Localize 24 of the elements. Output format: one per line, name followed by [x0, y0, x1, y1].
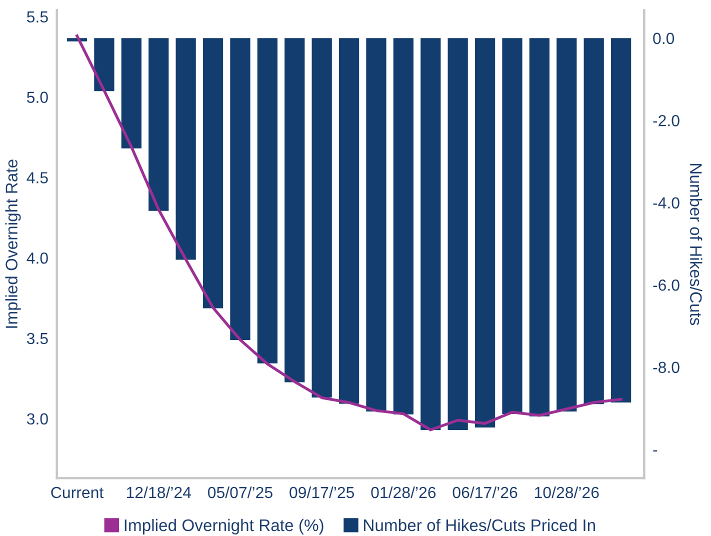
y2-tick-label: -8.0 [653, 362, 680, 374]
x-tick-label: Current [51, 486, 104, 498]
x-tick-label: 09/17/’25 [290, 486, 354, 498]
x-tick-label: 06/17/’26 [452, 486, 518, 498]
y-tick-label: 5.5 [26, 11, 48, 23]
y-tick-label: 4.5 [26, 172, 48, 184]
line-series [76, 34, 622, 432]
x-tick-label: 10/28/’26 [535, 486, 599, 498]
x-tick-label: 05/07/’25 [208, 486, 272, 498]
y-axis-title: Implied Overnight Rate [5, 160, 21, 328]
y2-axis-title: Number of Hikes/Cuts [690, 164, 702, 326]
y2-tick-label: - [653, 450, 658, 452]
y2-tick-label: -2.0 [653, 115, 680, 126]
y-tick-label: 3.0 [26, 413, 48, 425]
y2-tick-label: -4.0 [653, 197, 680, 209]
y-tick-label: 3.5 [26, 332, 48, 344]
y2-tick-label: -6.0 [653, 279, 680, 291]
y-tick-label: 5.0 [26, 92, 48, 103]
y2-tick-label: 0.0 [653, 32, 674, 44]
legend-label: Number of Hikes/Cuts Priced In [364, 518, 595, 532]
legend-label: Implied Overnight Rate (%) [124, 518, 324, 534]
x-tick-label: 01/28/’26 [371, 486, 436, 498]
x-tick-label: 12/18/’24 [126, 486, 192, 498]
y-tick-label: 4.0 [26, 252, 48, 264]
